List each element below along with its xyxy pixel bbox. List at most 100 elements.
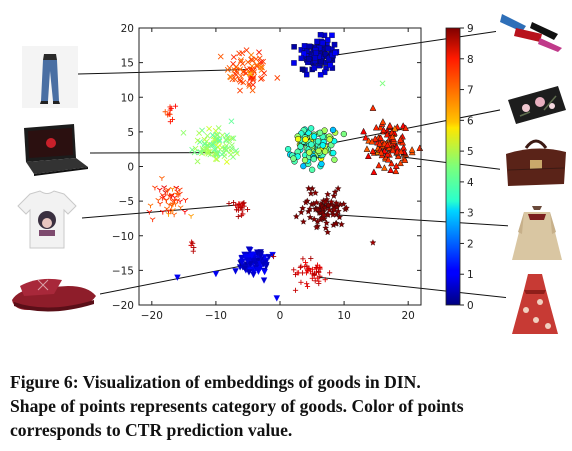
data-point [249,57,256,64]
data-point [261,70,268,77]
data-point [392,167,400,175]
data-point [314,206,321,213]
data-point [338,220,345,228]
data-point [188,239,195,245]
data-point [301,50,307,57]
data-point [323,219,330,226]
data-point [177,205,184,211]
colorbar-tick-label: 9 [467,23,474,35]
coat-thumbnail [508,202,566,266]
caption-line-1: Figure 6: Visualization of embeddings of… [10,372,421,392]
data-point [324,228,332,236]
phone-case-thumbnail [500,80,570,130]
data-point [294,270,300,276]
data-point [241,265,249,272]
data-point [238,201,244,207]
data-point [232,76,239,83]
colorbar-tick-label: 0 [467,300,474,312]
data-point [176,187,183,193]
x-tick-label: −10 [205,310,227,322]
data-point [152,185,158,191]
data-point [392,162,400,169]
data-point [180,129,187,136]
y-tick-label: 10 [121,92,134,104]
data-point [384,141,391,148]
x-tick-label: −20 [141,310,163,322]
data-point [172,103,179,109]
data-point [253,61,260,68]
data-point [306,205,314,213]
data-point [247,261,254,268]
data-point [304,281,310,287]
data-point [316,268,322,275]
data-point [261,268,268,276]
y-tick-label: 15 [121,58,134,70]
data-point [369,147,377,154]
colorbar-tick-label: 1 [467,269,474,281]
data-point [242,253,250,261]
tshirt-thumbnail [12,188,82,252]
data-point [384,150,391,158]
colorbar-tick-label: 5 [467,146,474,158]
data-point [313,50,319,56]
data-point [250,81,256,88]
data-point [238,258,245,266]
annotation-lines [77,29,511,299]
data-point [248,67,254,74]
data-point [214,131,221,138]
data-point [245,59,251,66]
data-point [334,185,342,192]
data-point [313,264,319,271]
data-point [298,263,304,269]
dress-thumbnail [506,270,564,338]
data-point [310,215,318,223]
colorbar [445,27,461,306]
data-point [387,166,395,173]
data-point [318,58,324,65]
data-point [146,209,153,215]
data-point [227,73,233,80]
handbag-thumbnail [500,130,572,192]
y-tick-label: 0 [127,162,134,174]
data-point [169,186,176,192]
data-point [307,125,315,132]
data-point [333,211,340,218]
data-point [236,76,243,83]
data-point [312,189,319,196]
data-point [325,37,331,43]
data-point [260,277,268,284]
data-point [244,257,252,264]
data-point [211,146,218,153]
data-point [368,137,376,145]
laptop-thumbnail [14,120,90,182]
data-point [389,146,397,154]
data-point [292,287,299,293]
data-point [246,83,253,89]
data-point [235,204,241,210]
data-point [284,146,292,153]
data-point-outlier [212,271,220,278]
data-point [156,187,163,193]
data-point [340,130,347,138]
data-point [212,150,219,157]
data-point [174,192,180,198]
data-point [157,201,163,207]
data-point [324,211,332,218]
jeans-thumbnail [22,46,78,108]
y-tick-label: 5 [127,127,134,139]
data-point [209,132,216,138]
data-point [238,255,245,262]
data-point [377,148,385,156]
slippers-thumbnail [8,266,100,318]
data-point [369,104,377,111]
data-point [253,56,260,62]
data-point [302,264,308,270]
figure-caption: Figure 6: Visualization of embeddings of… [10,370,566,442]
data-point [232,268,239,275]
data-point [260,261,267,268]
data-point [316,129,324,136]
data-point [394,152,402,160]
data-point [161,185,168,191]
data-point [159,209,166,215]
